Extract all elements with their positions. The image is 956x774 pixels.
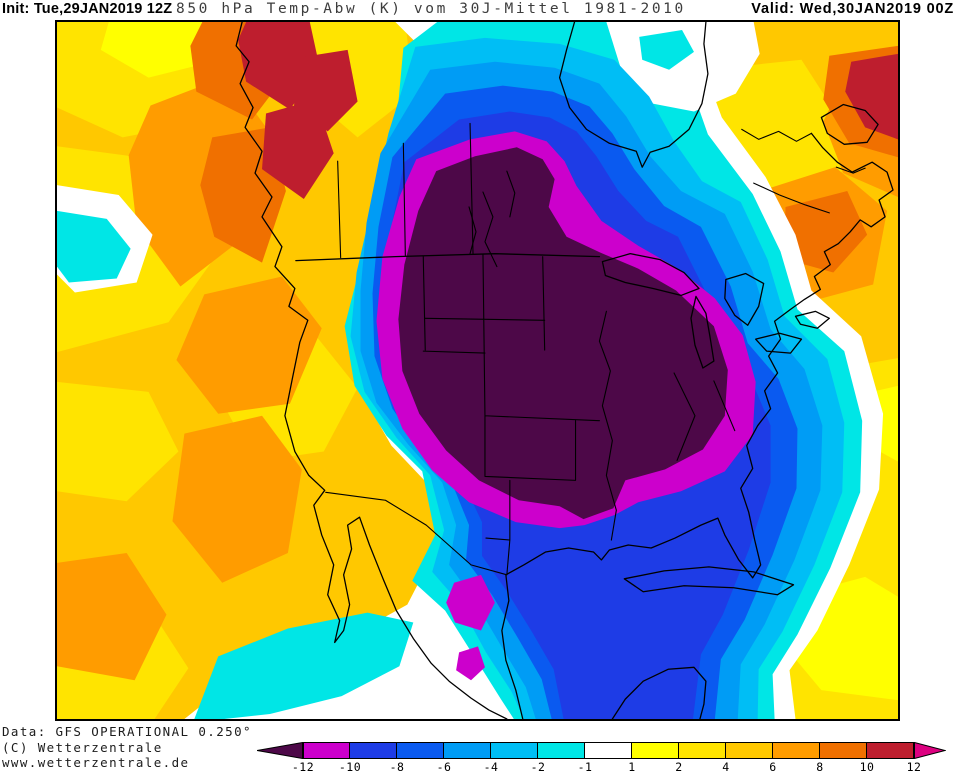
pacific-coastline [235, 22, 508, 719]
colorbar-tick-label: -1 [577, 760, 593, 774]
coastlines [235, 22, 894, 719]
map-subtitle: 850 hPa Temp-Abw (K) vom 30J-Mittel 1981… [176, 1, 686, 17]
valid-value: Wed,30JAN2019 00Z [799, 1, 954, 17]
cuba-coastline [623, 566, 795, 596]
init-label: Init: [2, 1, 30, 17]
colorbar-cell [820, 742, 867, 759]
st-lawrence-coast [741, 128, 866, 214]
colorbar-cell [444, 742, 491, 759]
warm-hot-spots [238, 22, 898, 199]
colorbar-tick-label: -8 [389, 760, 405, 774]
hudson-bay-coastline [558, 22, 709, 168]
colorbar-left-arrow [257, 742, 303, 759]
color-scale: -12 -10 -8 -6 -4 -2 -1 1 2 4 6 8 10 12 [257, 742, 947, 774]
colorbar-labels: -12 -10 -8 -6 -4 -2 -1 1 2 4 6 8 10 12 [257, 760, 947, 774]
colorbar-tick-label: -4 [483, 760, 499, 774]
colorbar-tick-label: 1 [628, 760, 636, 774]
credits-block: Data: GFS OPERATIONAL 0.250° (C) Wetterz… [2, 724, 302, 771]
colorbar-tick-label: -10 [338, 760, 362, 774]
init-value: Tue,29JAN2019 12Z [33, 1, 173, 17]
colorbar-tick-label: -2 [530, 760, 546, 774]
colorbar-tick-label: 6 [769, 760, 777, 774]
colorbar-tick-label: -6 [436, 760, 452, 774]
valid-label: Valid: [751, 1, 795, 17]
title-bar: Init: Tue,29JAN2019 12Z 850 hPa Temp-Abw… [0, 0, 956, 19]
lake-superior [601, 253, 700, 297]
colorbar-cell [491, 742, 538, 759]
extreme-cold-core [398, 147, 728, 520]
newfoundland-coastline [820, 103, 879, 145]
data-source-line: Data: GFS OPERATIONAL 0.250° [2, 724, 252, 739]
gulf-atlantic-coastline [501, 132, 894, 719]
init-time: Init: Tue,29JAN2019 12Z [2, 1, 172, 17]
colorbar-tick-label: 10 [859, 760, 875, 774]
lake-erie [755, 332, 803, 354]
lake-huron [724, 272, 765, 326]
colorbar-tick-label: 4 [722, 760, 730, 774]
canadian-lakes [468, 170, 516, 268]
colorbar-cell [867, 742, 914, 759]
valid-time: Valid: Wed,30JAN2019 00Z [751, 1, 954, 17]
colorbar-tick-label: 12 [906, 760, 922, 774]
colorbar-tick-label: -12 [291, 760, 315, 774]
us-canada-border [295, 253, 601, 262]
hudson-cyan-patch [639, 29, 694, 70]
state-borders [325, 122, 736, 576]
colorbar-cells [303, 742, 914, 759]
lake-michigan [690, 295, 715, 369]
color-scale-row [257, 742, 946, 759]
colorbar-cell [632, 742, 679, 759]
yucatan-coastline [611, 666, 707, 719]
colorbar-cell [679, 742, 726, 759]
colorbar-cell [726, 742, 773, 759]
website-line: www.wetterzentrale.de [2, 755, 190, 770]
colorbar-cell [538, 742, 585, 759]
anomaly-map-svg [57, 22, 898, 719]
weather-map [55, 20, 900, 721]
colorbar-cell [773, 742, 820, 759]
colorbar-tick-label: 8 [816, 760, 824, 774]
colorbar-right-arrow [914, 742, 946, 759]
colorbar-cell [585, 742, 632, 759]
colorbar-tick-label: 2 [675, 760, 683, 774]
lake-ontario [794, 310, 830, 329]
colorbar-cell [397, 742, 444, 759]
colorbar-cell [303, 742, 350, 759]
copyright-line: (C) Wetterzentrale [2, 739, 163, 755]
colorbar-cell [350, 742, 397, 759]
